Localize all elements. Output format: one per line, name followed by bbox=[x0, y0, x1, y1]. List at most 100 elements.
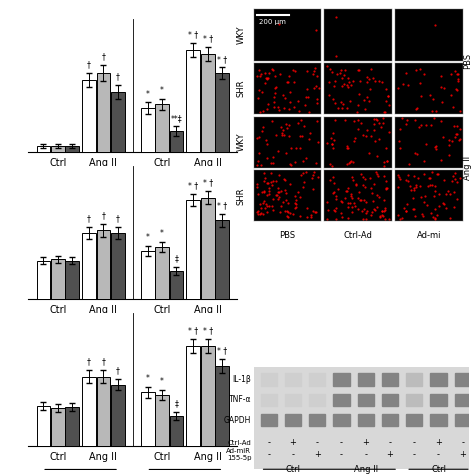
Point bbox=[342, 66, 349, 74]
Point bbox=[361, 175, 369, 182]
Text: Ang II: Ang II bbox=[463, 156, 472, 180]
Text: +: + bbox=[459, 450, 466, 459]
Point bbox=[428, 107, 436, 115]
Point bbox=[442, 204, 449, 212]
Point bbox=[375, 136, 383, 143]
Text: PBS: PBS bbox=[279, 230, 296, 239]
Point bbox=[363, 127, 370, 134]
Point bbox=[446, 214, 454, 222]
Point bbox=[375, 193, 383, 201]
Point bbox=[401, 204, 408, 211]
Point bbox=[284, 209, 292, 216]
Point bbox=[348, 209, 356, 216]
Text: TNF-α: TNF-α bbox=[229, 395, 251, 404]
Point bbox=[394, 182, 402, 190]
Point bbox=[374, 172, 382, 179]
Point bbox=[297, 116, 305, 124]
Point bbox=[272, 89, 279, 97]
Point bbox=[270, 177, 277, 185]
Point bbox=[330, 82, 337, 90]
Point bbox=[357, 119, 365, 127]
Bar bbox=[309, 414, 325, 427]
Point bbox=[410, 205, 418, 213]
Point bbox=[369, 197, 377, 204]
Point bbox=[380, 162, 388, 170]
Point bbox=[360, 196, 368, 203]
Point bbox=[343, 145, 351, 152]
Point bbox=[305, 93, 312, 101]
Point bbox=[456, 136, 464, 143]
Point bbox=[344, 188, 351, 195]
Text: -: - bbox=[340, 450, 343, 459]
Point bbox=[357, 196, 365, 203]
Point bbox=[292, 205, 299, 212]
Bar bbox=[186, 200, 200, 299]
Bar bbox=[82, 233, 96, 299]
Point bbox=[350, 200, 358, 207]
Point bbox=[255, 86, 263, 94]
Point bbox=[309, 171, 317, 179]
Text: *: * bbox=[146, 374, 150, 383]
Point bbox=[360, 205, 367, 213]
Point bbox=[445, 136, 452, 144]
Point bbox=[396, 215, 404, 222]
Point bbox=[259, 123, 267, 131]
Text: -: - bbox=[413, 438, 416, 447]
Point bbox=[416, 123, 423, 131]
Point bbox=[325, 78, 332, 86]
Point bbox=[334, 71, 341, 78]
Point bbox=[366, 85, 374, 92]
Point bbox=[331, 208, 339, 215]
Text: +: + bbox=[362, 438, 369, 447]
Text: ‡: ‡ bbox=[174, 400, 178, 409]
Point bbox=[263, 202, 270, 210]
Point bbox=[367, 211, 375, 219]
Point bbox=[349, 159, 356, 166]
Point bbox=[257, 210, 264, 217]
Bar bbox=[186, 50, 200, 152]
Point bbox=[281, 187, 289, 194]
Point bbox=[329, 145, 337, 152]
Point bbox=[271, 93, 278, 100]
Point bbox=[433, 143, 440, 150]
Point bbox=[254, 134, 261, 142]
Point bbox=[436, 190, 443, 198]
Point bbox=[263, 191, 271, 199]
Point bbox=[394, 84, 401, 92]
Bar bbox=[65, 407, 79, 446]
Point bbox=[308, 213, 315, 220]
Bar bbox=[285, 394, 301, 406]
Point bbox=[313, 117, 321, 125]
Bar bbox=[201, 346, 215, 446]
Text: -: - bbox=[364, 450, 367, 459]
Point bbox=[373, 152, 381, 159]
Point bbox=[378, 207, 385, 215]
Point bbox=[324, 215, 331, 223]
Point bbox=[398, 214, 406, 222]
Point bbox=[383, 157, 391, 164]
Point bbox=[337, 66, 345, 73]
Point bbox=[264, 105, 271, 113]
Point bbox=[263, 74, 270, 82]
Text: WKY: WKY bbox=[70, 340, 91, 350]
Point bbox=[261, 177, 268, 184]
Point bbox=[396, 144, 403, 152]
Point bbox=[412, 183, 419, 191]
Text: -: - bbox=[316, 438, 319, 447]
Point bbox=[394, 172, 401, 179]
Point bbox=[428, 168, 436, 176]
Point bbox=[378, 78, 386, 85]
Bar bbox=[65, 261, 79, 299]
Point bbox=[380, 208, 387, 215]
Bar bbox=[333, 374, 349, 386]
Point bbox=[254, 183, 261, 191]
Point bbox=[330, 206, 338, 214]
Point bbox=[257, 161, 264, 169]
Point bbox=[268, 65, 276, 73]
Point bbox=[382, 178, 390, 185]
Point bbox=[270, 98, 277, 106]
Point bbox=[385, 101, 393, 109]
Point bbox=[262, 174, 269, 182]
Point bbox=[444, 188, 452, 195]
Bar bbox=[155, 395, 169, 446]
